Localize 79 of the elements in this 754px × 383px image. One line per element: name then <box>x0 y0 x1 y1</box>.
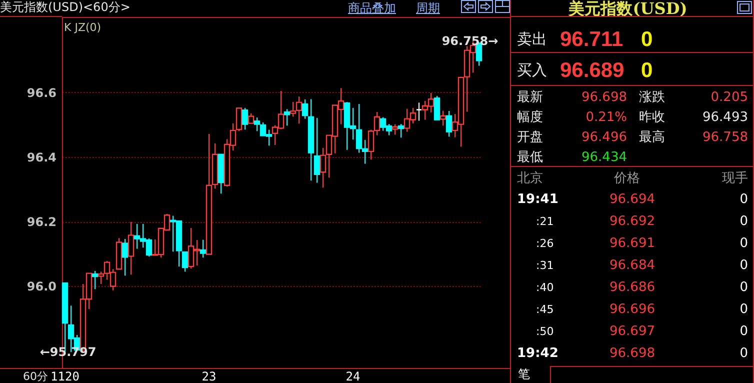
x-tick-label: 1120 <box>50 370 80 383</box>
text: 96.493 <box>702 110 748 124</box>
candlestick <box>392 124 398 136</box>
candlestick <box>236 108 242 132</box>
y-tick-label: 96.6 <box>26 86 56 100</box>
text: 笔 <box>518 367 530 381</box>
text: 96.496 <box>582 130 627 144</box>
candlestick <box>398 123 404 138</box>
text: 0 <box>740 192 748 206</box>
x-tick-label: 24 <box>346 370 360 383</box>
text: :21 <box>536 214 554 228</box>
y-tick-label: 96.4 <box>26 150 56 164</box>
text: 0 <box>641 28 653 50</box>
text: 96.434 <box>582 150 627 164</box>
candlestick <box>302 98 308 120</box>
text: 96.697 <box>610 324 655 338</box>
candlestick <box>182 251 188 272</box>
candlestick <box>440 110 446 126</box>
text: :50 <box>536 324 554 338</box>
candlestick <box>128 221 134 276</box>
text: 96.698 <box>582 90 627 104</box>
text: 96.686 <box>610 280 655 294</box>
candlestick <box>122 238 128 276</box>
text: :40 <box>536 280 554 294</box>
text: 19:42 <box>517 346 558 360</box>
annotation: 96.758→ <box>442 34 498 48</box>
chart-title: 美元指数(USD)<60分> <box>0 0 130 14</box>
text: 价格 <box>614 170 640 186</box>
text: 0.205 <box>710 90 748 104</box>
candlestick <box>314 117 320 184</box>
text: 96.698 <box>610 346 655 360</box>
text: 最新 <box>517 90 543 104</box>
text: 60分 <box>23 370 48 382</box>
text: 96.758 <box>702 130 748 144</box>
candlestick <box>242 107 248 130</box>
text: 商品叠加 <box>348 1 396 15</box>
text: 现手 <box>722 170 748 186</box>
text: 美元指数(USD) <box>568 0 688 18</box>
y-tick-label: 96.0 <box>26 280 56 294</box>
text: 96.696 <box>610 302 655 316</box>
text: :26 <box>536 236 554 250</box>
text: 0 <box>641 58 653 82</box>
text: 0 <box>740 302 748 316</box>
text: 涨跌 <box>639 90 665 104</box>
text: :45 <box>536 302 554 316</box>
text: 北京 <box>517 170 543 186</box>
candlestick <box>446 110 452 138</box>
text: 最低 <box>517 150 543 164</box>
text: 0 <box>740 324 748 338</box>
text: :31 <box>536 258 554 272</box>
text: 0 <box>740 280 748 294</box>
text: 96.692 <box>610 214 655 228</box>
candlestick <box>434 95 440 120</box>
text: 昨收 <box>639 110 665 124</box>
text: 96.694 <box>610 192 655 206</box>
y-tick-label: 96.2 <box>26 215 56 230</box>
text: 开盘 <box>517 130 543 144</box>
text: 买入 <box>517 60 547 78</box>
annotation: K JZ(0) <box>64 20 102 34</box>
text: 卖出 <box>517 30 547 48</box>
text: 0 <box>740 258 748 272</box>
text: 19:41 <box>517 192 558 206</box>
text: 0 <box>740 346 748 360</box>
text: 幅度 <box>517 110 543 124</box>
text: 周期 <box>416 1 440 15</box>
text: 0 <box>740 214 748 228</box>
candlestick <box>200 239 206 258</box>
text: 最高 <box>639 130 665 144</box>
text: 96.689 <box>560 58 624 82</box>
candlestick <box>284 108 290 126</box>
candlestick <box>416 102 422 122</box>
x-tick-label: 23 <box>202 370 216 383</box>
text: 96.711 <box>560 28 624 50</box>
text: 0 <box>740 236 748 250</box>
text: 0.21% <box>586 110 627 124</box>
text: 96.691 <box>610 236 655 250</box>
text: 96.684 <box>610 258 655 272</box>
candlestick <box>248 112 254 124</box>
candlestick <box>92 270 98 290</box>
